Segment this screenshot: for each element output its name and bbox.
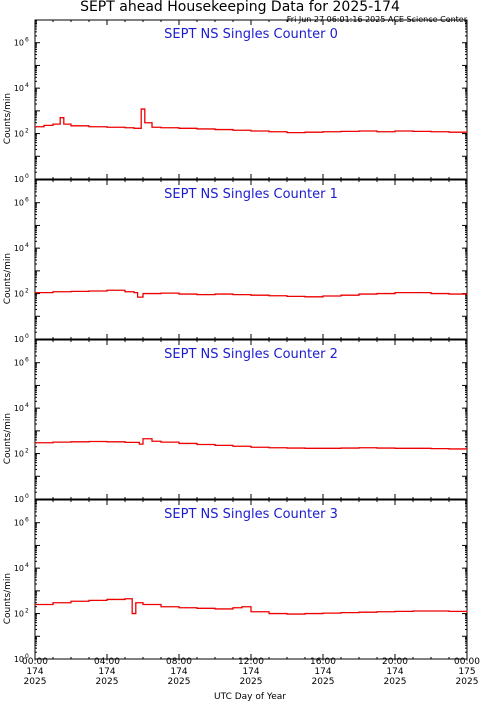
x-tick-label-day: 174 (98, 667, 115, 677)
y-axis-label: Counts/min (3, 253, 13, 304)
x-tick-label-time: 00:00 (454, 657, 480, 667)
y-tick-label: 10 (14, 519, 24, 528)
x-tick-label-time: 12:00 (238, 657, 264, 667)
y-tick-label: 10 (14, 290, 24, 299)
y-tick-exponent: 0 (25, 173, 29, 180)
y-tick-label: 10 (14, 495, 24, 504)
y-tick-exponent: 6 (25, 517, 29, 524)
x-axis: 00:00174202504:00174202508:00174202512:0… (22, 657, 480, 687)
x-tick-label-day: 174 (26, 667, 43, 677)
y-tick-label: 10 (14, 199, 24, 208)
x-tick-label-year: 2025 (384, 677, 407, 687)
y-axis-label: Counts/min (3, 93, 13, 144)
plot-frame (34, 19, 468, 180)
y-axis-label: Counts/min (3, 413, 13, 464)
plot-frame (34, 179, 468, 340)
y-tick-exponent: 4 (25, 82, 29, 89)
y-tick-exponent: 2 (25, 448, 29, 455)
y-tick-label: 10 (14, 359, 24, 368)
x-axis-label: UTC Day of Year (214, 692, 286, 702)
y-tick-exponent: 4 (25, 562, 29, 569)
y-tick-label: 10 (14, 450, 24, 459)
x-tick-label-time: 00:00 (22, 657, 48, 667)
x-tick-label-day: 174 (386, 667, 403, 677)
panel-title: SEPT NS Singles Counter 0 (164, 27, 338, 42)
x-tick-label-day: 174 (314, 667, 331, 677)
y-tick-exponent: 6 (25, 197, 29, 204)
y-tick-exponent: 0 (25, 493, 29, 500)
panel-title: SEPT NS Singles Counter 1 (164, 187, 338, 202)
series-line (35, 108, 468, 134)
y-tick-label: 10 (14, 130, 24, 139)
y-tick-exponent: 2 (25, 608, 29, 615)
y-tick-exponent: 2 (25, 288, 29, 295)
y-tick-exponent: 4 (25, 402, 29, 409)
y-tick-exponent: 2 (25, 128, 29, 135)
x-tick-label-year: 2025 (96, 677, 119, 687)
x-tick-label-time: 04:00 (94, 657, 120, 667)
x-tick-label-day: 174 (242, 667, 259, 677)
y-tick-label: 10 (14, 244, 24, 253)
x-tick-label-time: 16:00 (310, 657, 336, 667)
figure-title: SEPT ahead Housekeeping Data for 2025-17… (80, 0, 400, 15)
plot-frame (34, 499, 468, 660)
x-tick-label-time: 20:00 (382, 657, 408, 667)
series-line (35, 438, 468, 450)
series-line (35, 598, 468, 615)
x-tick-label-year: 2025 (24, 677, 47, 687)
y-tick-label: 10 (14, 175, 24, 184)
y-tick-exponent: 6 (25, 37, 29, 44)
x-tick-label-day: 174 (170, 667, 187, 677)
y-tick-label: 10 (14, 335, 24, 344)
y-tick-label: 10 (14, 610, 24, 619)
x-tick-label-time: 08:00 (166, 657, 192, 667)
y-tick-exponent: 0 (25, 333, 29, 340)
y-tick-label: 10 (14, 404, 24, 413)
panel-title: SEPT NS Singles Counter 2 (164, 347, 338, 362)
y-tick-exponent: 6 (25, 357, 29, 364)
y-tick-label: 10 (14, 564, 24, 573)
x-tick-label-year: 2025 (240, 677, 263, 687)
y-tick-exponent: 4 (25, 242, 29, 249)
x-tick-label-year: 2025 (168, 677, 191, 687)
y-tick-exponent: 0 (25, 653, 29, 660)
y-tick-label: 10 (14, 655, 24, 664)
x-tick-label-year: 2025 (312, 677, 335, 687)
series-line (35, 289, 468, 298)
panel-title: SEPT NS Singles Counter 3 (164, 507, 338, 522)
y-tick-label: 10 (14, 39, 24, 48)
y-tick-label: 10 (14, 84, 24, 93)
plot-frame (34, 339, 468, 500)
y-axis-label: Counts/min (3, 573, 13, 624)
x-tick-label-year: 2025 (456, 677, 479, 687)
x-tick-label-day: 175 (458, 667, 475, 677)
